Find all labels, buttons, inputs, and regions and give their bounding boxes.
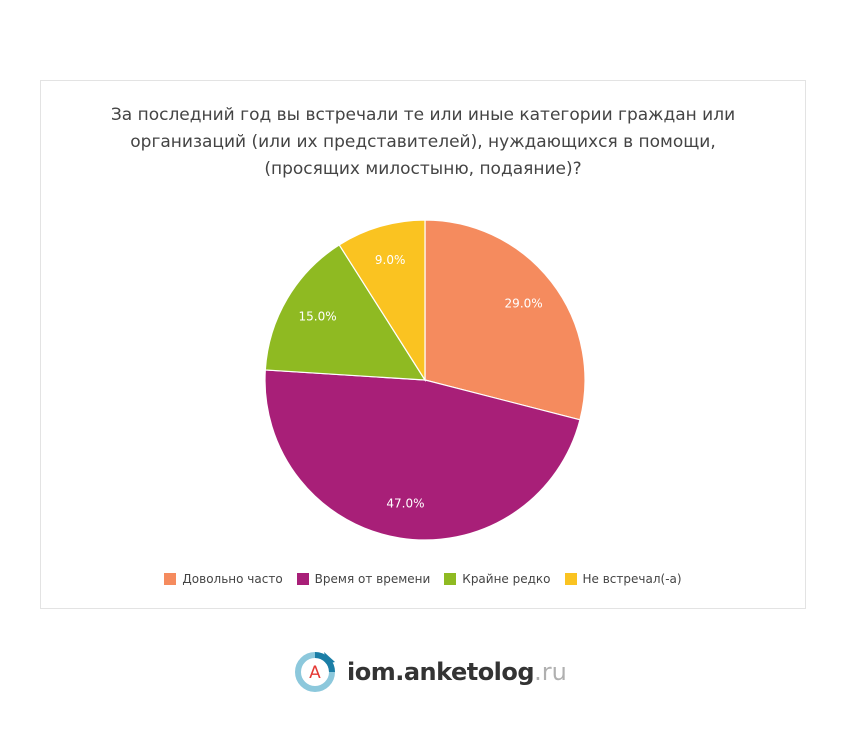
legend-item[interactable]: Время от времени: [296, 572, 431, 586]
legend-label: Довольно часто: [182, 572, 283, 586]
slice-label: 47.0%: [386, 496, 424, 510]
slice-label: 9.0%: [375, 253, 406, 267]
pie-slice[interactable]: [424, 219, 586, 421]
anketolog-logo[interactable]: A iom.anketolog.ru: [293, 650, 567, 694]
legend-label: Время от времени: [314, 572, 431, 586]
legend-item[interactable]: Довольно часто: [164, 572, 283, 586]
brand-name: iom.anketolog: [347, 658, 535, 686]
chart-title: За последний год вы встречали те или ины…: [110, 105, 736, 179]
legend-swatch: [564, 573, 577, 585]
legend-item[interactable]: Не встречал(-а): [564, 572, 682, 586]
chart-legend: Довольно часто Время от времени Крайне р…: [41, 572, 805, 586]
pie-slice[interactable]: [264, 244, 427, 381]
legend-label: Крайне редко: [462, 572, 551, 586]
legend-item[interactable]: Крайне редко: [444, 572, 551, 586]
pie-slice[interactable]: [338, 219, 426, 383]
anketolog-logo-icon: A: [295, 652, 335, 692]
logo-letter: A: [309, 663, 321, 683]
chart-card: За последний год вы встречали те или ины…: [40, 80, 806, 609]
legend-swatch: [164, 573, 177, 585]
pie-slice[interactable]: [264, 369, 581, 541]
legend-swatch: [296, 573, 309, 585]
pie-chart: 29.0% 47.0% 15.0% 9.0%: [264, 219, 586, 541]
brand-tld: .ru: [534, 658, 567, 686]
legend-swatch: [444, 573, 457, 585]
slice-label: 29.0%: [505, 297, 543, 311]
slice-label: 15.0%: [299, 309, 337, 323]
legend-label: Не встречал(-а): [582, 572, 682, 586]
